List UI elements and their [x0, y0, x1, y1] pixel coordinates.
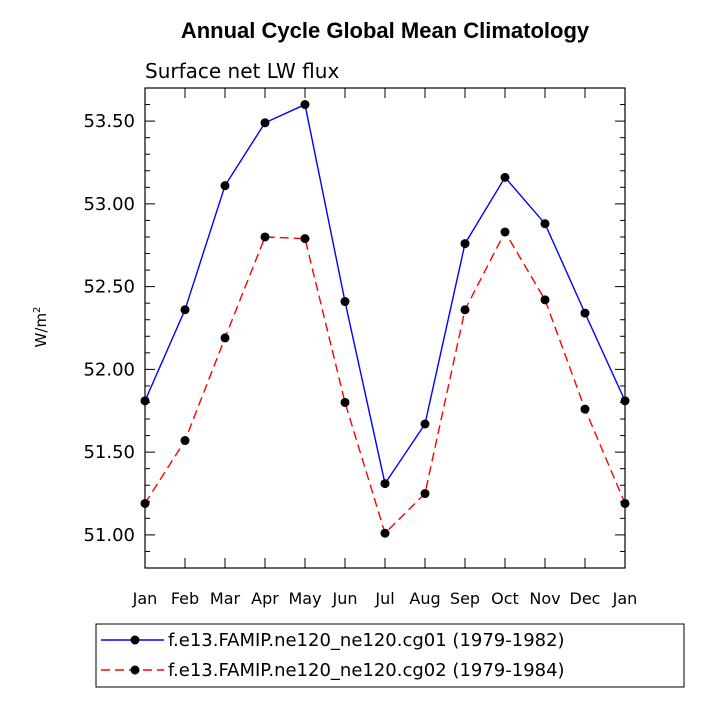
series-1-point: [420, 419, 430, 429]
series-2-point: [500, 227, 510, 237]
x-tick-label: Dec: [570, 589, 601, 608]
series-2-point: [580, 404, 590, 414]
legend-label-2: f.e13.FAMIP.ne120_ne120.cg02 (1979-1984): [168, 660, 565, 681]
x-tick-label: Apr: [251, 589, 279, 608]
series-2-point: [340, 397, 350, 407]
x-tick-label: Jan: [132, 589, 158, 608]
legend-marker-2: [130, 665, 140, 675]
series-1-point: [180, 305, 190, 315]
y-tick-label: 52.50: [83, 277, 135, 298]
series-1-point: [580, 308, 590, 318]
y-tick-label: 51.50: [83, 442, 135, 463]
series-1-point: [140, 396, 150, 406]
chart-subtitle: Surface net LW flux: [145, 59, 339, 83]
y-tick-label: 53.00: [83, 194, 135, 215]
series-1-point: [460, 239, 470, 249]
series-2-point: [220, 333, 230, 343]
legend-marker-1: [130, 635, 140, 645]
y-axis-ticks: 51.00 51.50 52.00 52.50 53.00 53.50: [83, 87, 625, 552]
series-line-1: [144, 103, 626, 486]
series-1-point: [620, 396, 630, 406]
x-tick-label: Jan: [612, 589, 638, 608]
legend-entries: f.e13.FAMIP.ne120_ne120.cg01 (1979-1982)…: [101, 630, 565, 681]
y-tick-label: 53.50: [83, 111, 135, 132]
series-2-point: [140, 498, 150, 508]
series-2-point: [620, 498, 630, 508]
x-tick-label: Oct: [491, 589, 519, 608]
x-tick-label: Sep: [450, 589, 480, 608]
series-1-point: [340, 297, 350, 307]
series-1-point: [260, 118, 270, 128]
y-tick-label: 51.00: [83, 525, 135, 546]
series-2-point: [420, 489, 430, 499]
y-axis-label-text: W/m: [32, 313, 50, 348]
x-tick-label: Feb: [171, 589, 199, 608]
series-2-point: [540, 295, 550, 305]
chart-title: Annual Cycle Global Mean Climatology: [181, 18, 590, 43]
series-1-point: [540, 219, 550, 229]
series-2-point: [300, 234, 310, 244]
series-1-point: [380, 479, 390, 489]
x-tick-label: Jul: [374, 589, 394, 608]
series-layer: [140, 100, 630, 538]
legend-label-1: f.e13.FAMIP.ne120_ne120.cg01 (1979-1982): [168, 630, 565, 651]
y-axis-label: W/m2: [32, 307, 50, 348]
series-2-point: [260, 232, 270, 242]
legend: f.e13.FAMIP.ne120_ne120.cg01 (1979-1982)…: [95, 623, 685, 688]
x-axis-ticks: Jan Feb Mar Apr May Jun Jul Aug Sep Oct Nov Dec Jan: [132, 88, 638, 608]
y-tick-label: 52.00: [83, 359, 135, 380]
x-tick-label: Mar: [210, 589, 241, 608]
x-tick-label: May: [288, 589, 321, 608]
series-1-point: [220, 181, 230, 191]
series-2-point: [460, 305, 470, 315]
y-axis-label-superscript: 2: [32, 307, 43, 313]
legend-box: [95, 623, 685, 688]
plot-frame: [144, 87, 626, 569]
series-2-point: [180, 436, 190, 446]
x-tick-label: Nov: [529, 589, 560, 608]
series-1-point: [300, 100, 310, 110]
x-tick-label: Jun: [332, 589, 358, 608]
series-1-point: [500, 172, 510, 182]
series-2-point: [380, 528, 390, 538]
x-tick-label: Aug: [409, 589, 440, 608]
